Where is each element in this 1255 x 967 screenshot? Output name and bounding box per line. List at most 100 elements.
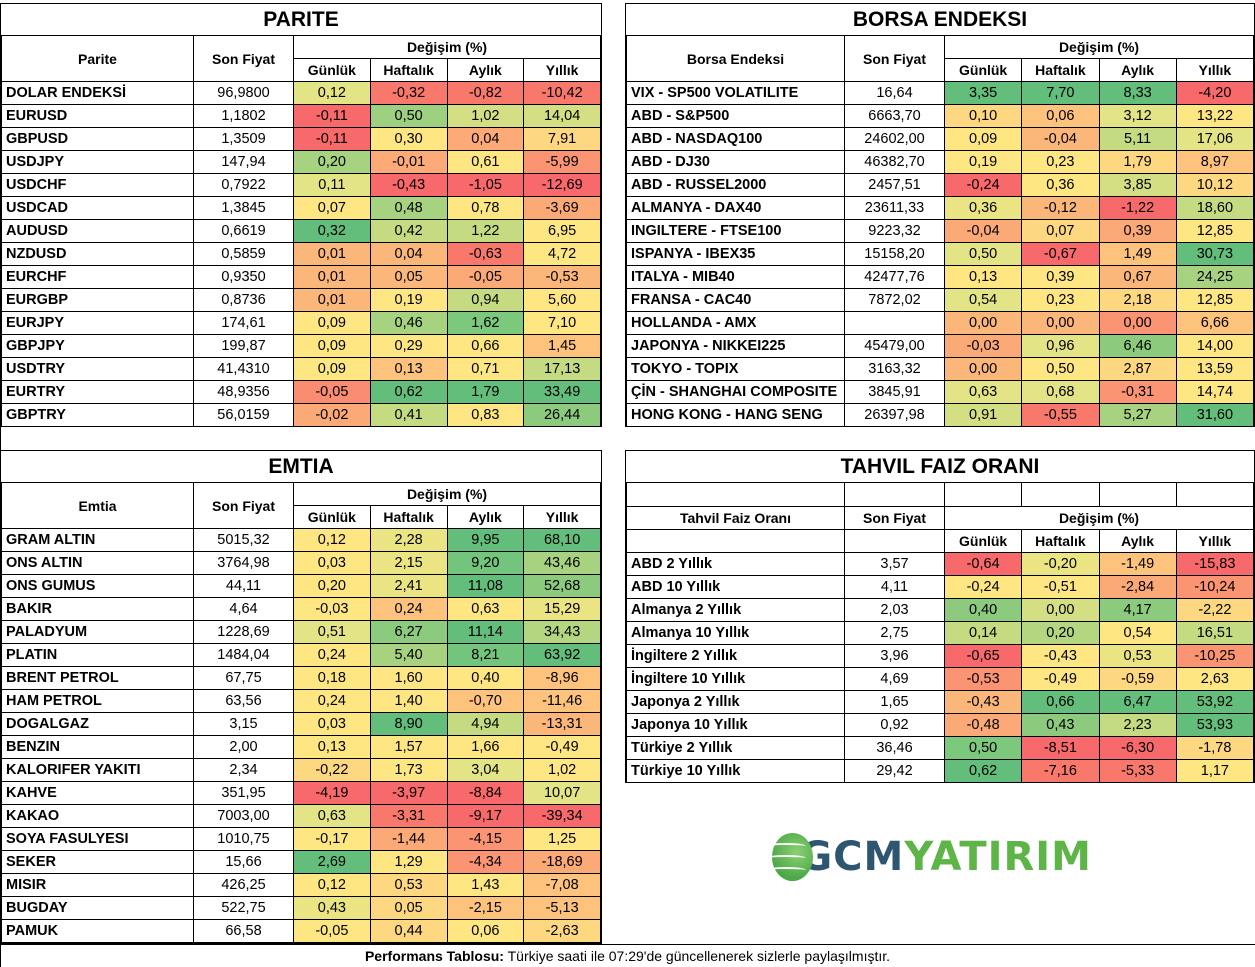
weekly-change: 0,42 — [369, 219, 448, 243]
daily-change: 0,19 — [943, 150, 1023, 174]
table-row: EURGBP 0,8736 0,01 0,19 0,94 5,60 — [1, 288, 601, 312]
last-price: 1,65 — [844, 690, 945, 714]
daily-change: -0,53 — [943, 667, 1023, 691]
monthly-change: 0,54 — [1098, 621, 1177, 645]
weekly-change: -0,20 — [1021, 552, 1100, 576]
monthly-change: -0,05 — [446, 265, 525, 289]
monthly-change: -0,59 — [1098, 667, 1177, 691]
row-name: INGILTERE - FTSE100 — [626, 219, 845, 243]
weekly-change: 0,36 — [1021, 173, 1100, 197]
row-name: FRANSA - CAC40 — [626, 288, 845, 312]
daily-change: 0,36 — [943, 196, 1023, 220]
yearly-change: 18,60 — [1175, 196, 1255, 220]
last-price: 2457,51 — [844, 173, 945, 197]
monthly-change: -1,05 — [446, 173, 525, 197]
haftalik-header: Haftalık — [369, 505, 448, 529]
yearly-change: 7,91 — [523, 127, 601, 151]
weekly-change: -0,32 — [369, 81, 448, 105]
yearly-change: 34,43 — [523, 620, 601, 644]
table-row: EURJPY 174,61 0,09 0,46 1,62 7,10 — [1, 311, 601, 335]
row-name: VIX - SP500 VOLATILITE — [626, 81, 845, 105]
weekly-change: -0,04 — [1021, 127, 1100, 151]
last-price: 67,75 — [193, 666, 294, 690]
daily-change: 0,24 — [293, 689, 371, 713]
weekly-change: 0,50 — [369, 104, 448, 128]
monthly-change: 2,18 — [1098, 288, 1177, 312]
monthly-change: 1,79 — [1098, 150, 1177, 174]
last-price: 23611,33 — [844, 196, 945, 220]
last-price: 29,42 — [844, 759, 945, 783]
table-row: ONS GUMUS 44,11 0,20 2,41 11,08 52,68 — [1, 574, 601, 598]
daily-change: 0,20 — [293, 150, 371, 174]
table-row: MISIR 426,25 0,12 0,53 1,43 -7,08 — [1, 873, 601, 897]
yearly-change: 1,45 — [523, 334, 601, 358]
yearly-change: -4,20 — [1175, 81, 1255, 105]
weekly-change: 0,00 — [1021, 311, 1100, 335]
daily-change: 0,51 — [293, 620, 371, 644]
row-name: HONG KONG - HANG SENG — [626, 403, 845, 427]
weekly-change: 1,40 — [369, 689, 448, 713]
weekly-change: 0,23 — [1021, 288, 1100, 312]
last-price: 2,34 — [193, 758, 294, 782]
daily-change: -0,04 — [943, 219, 1023, 243]
last-price: 1,3509 — [193, 127, 294, 151]
weekly-change: -3,97 — [369, 781, 448, 805]
weekly-change: 7,70 — [1021, 81, 1100, 105]
yearly-change: 12,85 — [1175, 288, 1255, 312]
monthly-change: -0,82 — [446, 81, 525, 105]
parite-table: PARITE Parite Son Fiyat Değişim (%) Günl… — [1, 4, 601, 427]
daily-change: 0,63 — [943, 380, 1023, 404]
last-price: 41,4310 — [193, 357, 294, 381]
yearly-change: 1,25 — [523, 827, 601, 851]
daily-change: -0,03 — [943, 334, 1023, 358]
daily-change: 0,07 — [293, 196, 371, 220]
last-price: 24602,00 — [844, 127, 945, 151]
monthly-change: -6,30 — [1098, 736, 1177, 760]
row-name: AUDUSD — [1, 219, 194, 243]
weekly-change: 0,05 — [369, 896, 448, 920]
son-fiyat-header: Son Fiyat — [193, 35, 294, 82]
row-name: GRAM ALTIN — [1, 528, 194, 552]
table-row: KAKAO 7003,00 0,63 -3,31 -9,17 -39,34 — [1, 804, 601, 828]
weekly-change: 2,15 — [369, 551, 448, 575]
monthly-change: -2,84 — [1098, 575, 1177, 599]
last-price: 3163,32 — [844, 357, 945, 381]
monthly-change: 0,71 — [446, 357, 525, 381]
last-price: 1484,04 — [193, 643, 294, 667]
table-row: Türkiye 2 Yıllık 36,46 0,50 -8,51 -6,30 -1,78 — [626, 736, 1255, 760]
monthly-change: 2,87 — [1098, 357, 1177, 381]
daily-change: -0,17 — [293, 827, 371, 851]
yearly-change: 5,60 — [523, 288, 601, 312]
weekly-change: 0,39 — [1021, 265, 1100, 289]
last-price: 1,1802 — [193, 104, 294, 128]
row-name: BAKIR — [1, 597, 194, 621]
row-name: ABD - NASDAQ100 — [626, 127, 845, 151]
gcm-yatirim-logo: GCMYATIRIM — [766, 832, 1092, 882]
table-row: INGILTERE - FTSE100 9223,32 -0,04 0,07 0,39 1… — [626, 219, 1255, 243]
monthly-change: 8,21 — [446, 643, 525, 667]
row-name: GBPTRY — [1, 403, 194, 427]
last-price: 3,15 — [193, 712, 294, 736]
daily-change: 2,69 — [293, 850, 371, 874]
last-price: 15,66 — [193, 850, 294, 874]
weekly-change: -7,16 — [1021, 759, 1100, 783]
last-price: 63,56 — [193, 689, 294, 713]
son-fiyat-header: Son Fiyat — [844, 506, 945, 530]
yearly-change: 68,10 — [523, 528, 601, 552]
daily-change: 0,50 — [943, 736, 1023, 760]
yearly-change: 63,92 — [523, 643, 601, 667]
yearly-change: 13,59 — [1175, 357, 1255, 381]
daily-change: -0,48 — [943, 713, 1023, 737]
globe-icon — [766, 833, 814, 881]
monthly-change: -8,84 — [446, 781, 525, 805]
daily-change: 0,43 — [293, 896, 371, 920]
yearly-change: 33,49 — [523, 380, 601, 404]
row-name: ITALYA - MIB40 — [626, 265, 845, 289]
yearly-change: -7,08 — [523, 873, 601, 897]
borsa-name-header: Borsa Endeksi — [626, 35, 845, 82]
yearly-change: 30,73 — [1175, 242, 1255, 266]
table-row: USDJPY 147,94 0,20 -0,01 0,61 -5,99 — [1, 150, 601, 174]
borsa-title: BORSA ENDEKSI — [626, 4, 1254, 36]
monthly-change: 0,66 — [446, 334, 525, 358]
monthly-change: 0,67 — [1098, 265, 1177, 289]
